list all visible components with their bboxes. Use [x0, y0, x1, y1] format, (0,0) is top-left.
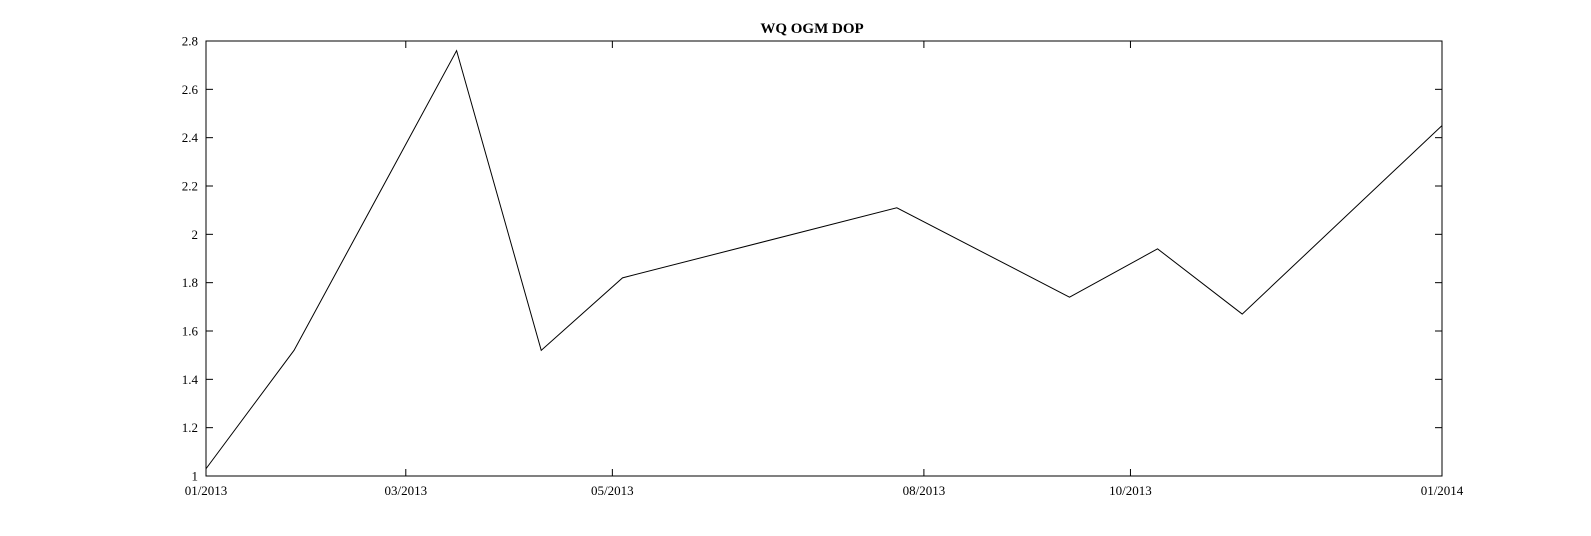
x-tick-label: 01/2013	[185, 483, 228, 498]
y-axis: 1 1.2 1.4 1.6 1.8 2 2.2 2.4 2.6 2.8	[182, 34, 1442, 484]
y-tick-label: 1	[192, 469, 199, 484]
y-tick-label: 1.2	[182, 420, 198, 435]
chart-title: WQ OGM DOP	[760, 21, 863, 37]
y-tick-label: 2.4	[182, 130, 199, 145]
y-tick-label: 2	[192, 227, 199, 242]
x-tick-label: 08/2013	[903, 483, 946, 498]
x-tick-label: 03/2013	[384, 483, 427, 498]
series-group	[205, 49, 1443, 470]
y-tick-label: 1.4	[182, 372, 199, 387]
plot-area-border	[205, 40, 1443, 477]
x-tick-label: 10/2013	[1109, 483, 1152, 498]
x-tick-label: 05/2013	[591, 483, 634, 498]
series-line	[205, 49, 1443, 470]
x-tick-label: 01/2014	[1421, 483, 1464, 498]
y-tick-label: 2.6	[182, 82, 199, 97]
y-tick-label: 1.8	[182, 275, 198, 290]
y-tick-label: 1.6	[182, 324, 199, 339]
x-axis: 01/2013 03/2013 05/2013 08/2013 10/2013 01/20…	[185, 41, 1464, 498]
y-tick-label: 2.2	[182, 179, 198, 194]
y-tick-label: 2.8	[182, 34, 198, 49]
